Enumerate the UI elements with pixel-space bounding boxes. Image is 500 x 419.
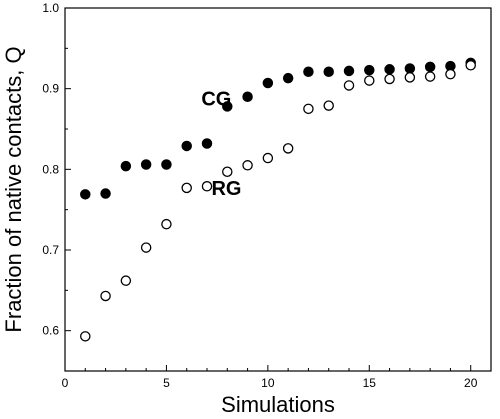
x-axis-title: Simulations	[221, 392, 335, 417]
y-tick-label: 1.0	[42, 1, 59, 15]
data-point-cg	[181, 140, 192, 152]
y-tick-label: 0.6	[42, 324, 59, 338]
data-point-rg	[262, 152, 274, 164]
data-point-rg	[303, 103, 314, 115]
data-point-cg	[80, 189, 91, 200]
data-point-cg	[282, 72, 294, 84]
x-tick-label: 0	[62, 376, 69, 390]
annotation-rg: RG	[211, 178, 241, 200]
x-tick-label: 5	[163, 376, 170, 390]
data-point-cg	[303, 66, 314, 77]
data-point-cg	[364, 64, 375, 76]
y-tick-label: 0.9	[42, 82, 59, 96]
data-point-cg	[161, 159, 172, 170]
data-point-rg	[100, 290, 111, 302]
y-axis-title: Fraction of native contacts, Q	[1, 46, 26, 332]
data-point-rg	[384, 73, 395, 85]
data-point-cg	[262, 77, 274, 89]
data-point-rg	[80, 331, 91, 342]
data-point-cg	[120, 160, 132, 172]
x-tick-label: 20	[464, 376, 478, 390]
data-point-rg	[222, 166, 233, 178]
data-point-cg	[384, 64, 395, 75]
annotation-cg: CG	[201, 89, 231, 111]
data-point-rg	[282, 143, 294, 154]
annotation-layer: CG RG	[201, 89, 241, 201]
data-point-rg	[445, 68, 456, 80]
data-point-rg	[201, 181, 213, 192]
data-point-rg	[140, 242, 152, 253]
data-point-cg	[140, 159, 152, 170]
data-point-rg	[364, 75, 375, 86]
data-point-rg	[424, 71, 436, 82]
y-tick-label: 0.8	[42, 162, 59, 176]
data-point-rg	[242, 160, 253, 171]
data-point-rg	[161, 218, 172, 230]
data-point-rg	[181, 182, 192, 194]
data-point-rg	[343, 80, 355, 91]
data-point-cg	[100, 188, 111, 199]
data-point-rg	[323, 100, 334, 111]
data-point-cg	[323, 66, 334, 77]
data-point-rg	[404, 72, 416, 83]
data-point-rg	[465, 60, 476, 71]
data-point-rg	[120, 275, 132, 286]
data-point-cg	[424, 61, 436, 73]
data-point-cg	[222, 101, 233, 112]
data-point-cg	[201, 138, 213, 149]
y-tick-label: 0.7	[42, 243, 59, 257]
data-point-cg	[242, 91, 253, 102]
x-tick-label: 15	[363, 376, 377, 390]
x-tick-label: 10	[261, 376, 275, 390]
plot-frame	[64, 7, 492, 372]
data-point-cg	[404, 63, 416, 74]
data-point-cg	[343, 65, 355, 77]
points-layer	[80, 57, 476, 342]
